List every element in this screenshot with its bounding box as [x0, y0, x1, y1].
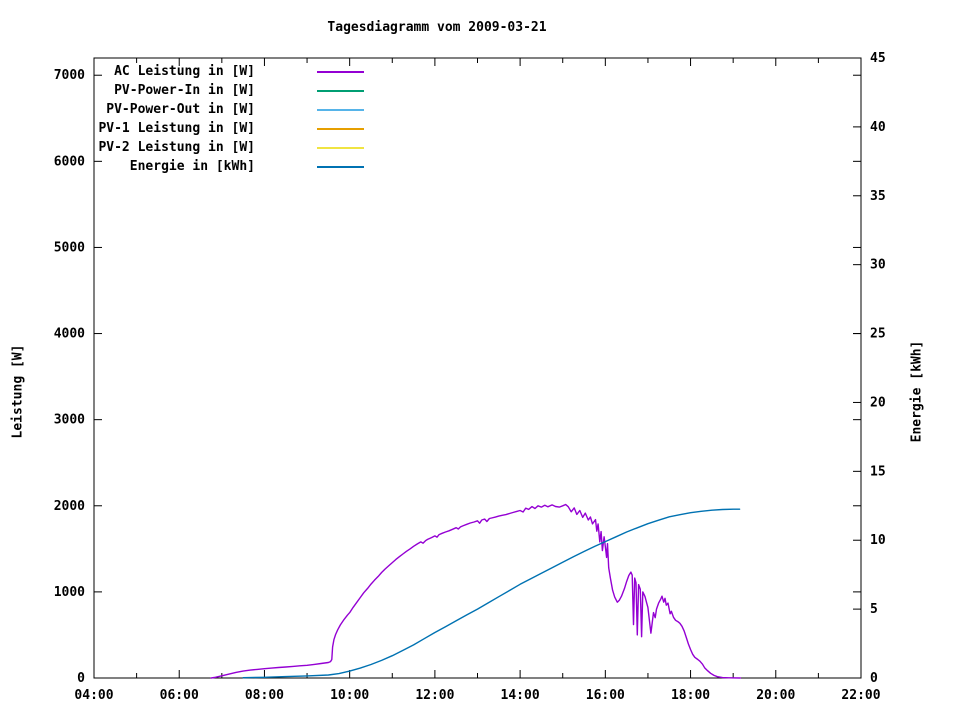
legend-label: PV-2 Leistung in [W]: [98, 140, 255, 155]
y2-tick-label: 35: [870, 189, 886, 204]
y2-tick-label: 10: [870, 533, 886, 548]
legend-row: PV-1 Leistung in [W]: [0, 119, 380, 138]
y2-tick-label: 25: [870, 327, 886, 342]
y-tick-label: 6000: [54, 154, 85, 169]
legend-row: PV-Power-In in [W]: [0, 81, 380, 100]
x-tick-label: 12:00: [415, 688, 454, 703]
x-tick-label: 16:00: [586, 688, 625, 703]
legend-line-sample: [317, 71, 364, 73]
legend-row: PV-Power-Out in [W]: [0, 100, 380, 119]
legend-label: PV-Power-Out in [W]: [106, 102, 255, 117]
x-tick-label: 10:00: [330, 688, 369, 703]
y-tick-label: 5000: [54, 240, 85, 255]
legend-line-sample: [317, 90, 364, 92]
y-tick-label: 1000: [54, 585, 85, 600]
series-line-energie-in-kwh-: [242, 508, 741, 679]
legend-label: AC Leistung in [W]: [114, 64, 255, 79]
legend-label: PV-Power-In in [W]: [114, 83, 255, 98]
legend-row: AC Leistung in [W]: [0, 62, 380, 81]
y-tick-label: 2000: [54, 499, 85, 514]
y2-tick-label: 20: [870, 395, 886, 410]
y2-tick-label: 30: [870, 258, 886, 273]
y-tick-label: 3000: [54, 413, 85, 428]
legend-line-sample: [317, 147, 364, 149]
x-tick-label: 04:00: [74, 688, 113, 703]
y-tick-label: 7000: [54, 68, 85, 83]
chart-title: Tagesdiagramm vom 2009-03-21: [327, 20, 547, 35]
y2-tick-label: 0: [870, 671, 878, 686]
series-line-ac-leistung-in-w-: [210, 503, 742, 679]
legend-line-sample: [317, 109, 364, 111]
x-tick-label: 18:00: [671, 688, 710, 703]
legend-label: Energie in [kWh]: [129, 159, 255, 174]
legend-line-sample: [317, 166, 364, 168]
x-tick-label: 06:00: [160, 688, 199, 703]
legend-line-sample: [317, 128, 364, 130]
y2-tick-label: 15: [870, 464, 886, 479]
y2-tick-label: 5: [870, 602, 878, 617]
legend-row: Energie in [kWh]: [0, 157, 380, 176]
x-tick-label: 14:00: [501, 688, 540, 703]
y2-tick-label: 45: [870, 51, 886, 66]
y-tick-label: 4000: [54, 327, 85, 342]
legend-row: PV-2 Leistung in [W]: [0, 138, 380, 157]
y-tick-label: 0: [77, 671, 85, 686]
x-tick-label: 08:00: [245, 688, 284, 703]
x-tick-label: 22:00: [841, 688, 880, 703]
legend-label: PV-1 Leistung in [W]: [98, 121, 255, 136]
x-tick-label: 20:00: [756, 688, 795, 703]
y2-tick-label: 40: [870, 120, 886, 135]
